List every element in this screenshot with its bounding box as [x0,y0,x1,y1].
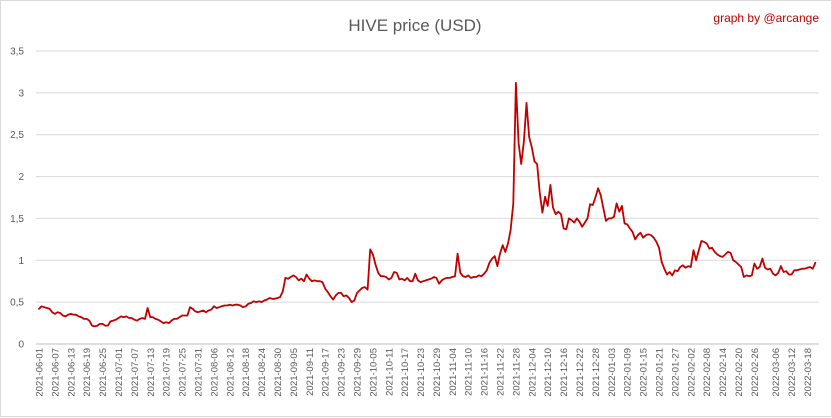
x-tick-label: 2021-08-18 [241,348,252,397]
y-tick-label: 0 [18,340,24,351]
x-tick-label: 2021-07-01 [114,348,125,397]
x-tick-label: 2021-09-17 [321,348,332,397]
series-layer [38,81,817,328]
x-tick-label: 2021-09-05 [289,348,300,397]
x-tick-label: 2021-06-19 [82,348,93,397]
x-tick-label: 2022-01-03 [607,348,618,397]
x-tick-label: 2022-02-02 [686,348,697,397]
x-tick-label: 2021-10-29 [432,348,443,397]
x-tick-label: 2022-01-21 [655,348,666,397]
x-tick-label: 2021-11-04 [448,348,459,396]
x-tick-label: 2021-10-17 [400,348,411,397]
x-tick-label: 2021-12-22 [575,348,586,397]
x-tick-label: 2021-12-10 [543,348,554,397]
y-tick-label: 0,5 [10,298,24,309]
x-tick-label: 2021-12-28 [591,348,602,397]
x-tick-label: 2022-02-20 [734,348,745,397]
x-tick-label: 2022-03-18 [803,348,814,397]
x-tick-label: 2021-07-13 [146,348,157,397]
chart-title: HIVE price (USD) [348,16,481,35]
y-tick-label: 3,5 [10,47,24,58]
x-tick-label: 2021-10-23 [416,348,427,397]
gridlines [36,50,819,303]
chart-credit: graph by @arcange [713,11,819,25]
x-tick-label: 2022-01-15 [639,348,650,397]
x-tick-label: 2021-11-10 [464,348,475,396]
x-tick-label: 2021-10-11 [384,348,395,396]
x-tick-label: 2021-09-29 [352,348,363,397]
x-tick-label: 2021-06-13 [66,348,77,397]
x-tick-label: 2021-10-05 [368,348,379,397]
x-tick-label: 2021-08-12 [225,348,236,397]
x-tick-label: 2022-02-14 [718,348,729,397]
x-tick-label: 2021-11-16 [480,348,491,396]
x-tick-label: 2022-01-09 [623,348,634,397]
x-tick-label: 2021-07-25 [178,348,189,397]
x-tick-label: 2021-08-06 [209,348,220,397]
x-tick-label: 2021-06-01 [35,348,46,397]
x-tick-label: 2021-06-25 [98,348,109,397]
x-tick-label: 2022-01-27 [670,348,681,397]
x-tick-label: 2021-08-30 [273,348,284,397]
x-axis-ticks: 2021-06-01 2021-06-07 2021-06-13 2021-06-19… [35,348,814,397]
y-tick-label: 3 [18,88,24,99]
x-tick-label: 2021-07-07 [130,348,141,397]
x-tick-label: 2022-02-08 [702,348,713,397]
x-tick-label: 2022-03-12 [787,348,798,397]
x-tick-label: 2021-09-23 [337,348,348,397]
x-tick-label: 2021-12-16 [559,348,570,397]
x-tick-label: 2021-09-11 [305,348,316,396]
y-tick-label: 1 [18,256,24,267]
y-tick-label: 2 [18,172,24,183]
series-line-hive-price [38,81,817,328]
x-tick-label: 2021-11-28 [511,348,522,396]
x-tick-label: 2022-02-26 [750,348,761,397]
x-tick-label: 2021-07-19 [162,348,173,397]
x-tick-label: 2021-06-07 [50,348,61,397]
x-tick-label: 2021-08-24 [257,348,268,397]
y-tick-label: 1,5 [10,214,24,225]
x-tick-label: 2021-11-22 [496,348,507,396]
x-tick-label: 2022-03-06 [771,348,782,397]
x-tick-label: 2021-07-31 [193,348,204,397]
y-axis-ticks: 0 0,5 1 1,5 2 2,5 3 3,5 [10,47,24,351]
y-tick-label: 2,5 [10,130,24,141]
x-tick-label: 2021-12-04 [527,348,538,397]
